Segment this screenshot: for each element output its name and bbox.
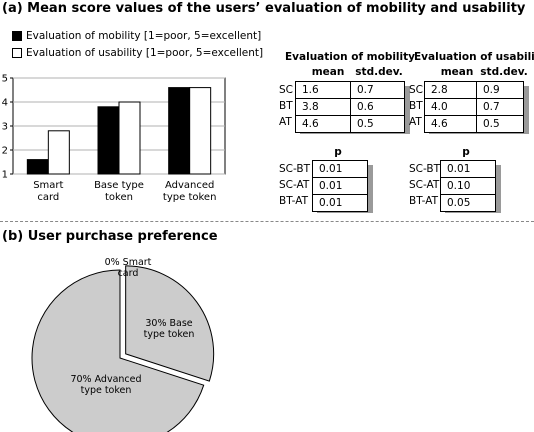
mobility-p-row-label: SC-AT <box>279 179 310 191</box>
mobility-table: 1.6 0.7 3.8 0.6 4.6 0.5 <box>295 81 405 133</box>
legend-swatch-usability <box>12 48 22 58</box>
table-row: 4.6 0.5 <box>424 115 524 133</box>
usability-row-label: BT <box>409 100 423 112</box>
table-cell: 0.7 <box>476 98 524 116</box>
legend-item-usability: Evaluation of usability [1=poor, 5=excel… <box>12 47 263 59</box>
usability-table: 2.8 0.9 4.0 0.7 4.6 0.5 <box>424 81 524 133</box>
mobility-table-title: Evaluation of mobility <box>285 51 415 63</box>
section-a-title: (a) Mean score values of the users’ eval… <box>2 1 526 16</box>
table-row: 0.10 <box>440 177 496 195</box>
y-tick-label: 2 <box>2 146 8 157</box>
usability-p-header: p <box>462 146 470 158</box>
usability-col-mean: mean <box>440 66 474 78</box>
table-row: 4.0 0.7 <box>424 98 524 116</box>
usability-p-row-label: SC-BT <box>409 163 441 175</box>
table-cell: 0.01 <box>440 160 496 178</box>
table-row: 0.01 <box>312 160 368 178</box>
x-tick-label: token <box>105 192 133 203</box>
table-row: 3.8 0.6 <box>295 98 405 116</box>
mobility-p-row-label: SC-BT <box>279 163 311 175</box>
mobility-col-sd: std.dev. <box>355 66 403 78</box>
mobility-row-label: SC <box>279 84 293 96</box>
legend-label-mobility: Evaluation of mobility [1=poor, 5=excell… <box>26 30 262 42</box>
x-tick-label: type token <box>163 192 216 203</box>
table-cell: 0.01 <box>312 177 368 195</box>
legend-label-usability: Evaluation of usability [1=poor, 5=excel… <box>26 47 264 59</box>
table-cell: 4.0 <box>424 98 477 116</box>
pie-slice <box>31 269 205 432</box>
usability-p-row-label: BT-AT <box>409 195 438 207</box>
mobility-p-row-label: BT-AT <box>279 195 308 207</box>
usability-row-label: AT <box>409 116 422 128</box>
table-cell: 0.05 <box>440 194 496 212</box>
y-tick-label: 4 <box>2 98 8 109</box>
usability-row-label: SC <box>409 84 423 96</box>
y-tick-label: 3 <box>2 122 8 133</box>
table-row: 2.8 0.9 <box>424 81 524 99</box>
mobility-p-header: p <box>334 146 342 158</box>
x-tick-label: Smart <box>33 180 63 191</box>
usability-col-sd: std.dev. <box>480 66 528 78</box>
pie-label: card <box>118 268 139 279</box>
mobility-col-mean: mean <box>311 66 345 78</box>
pie-label: 0% Smart <box>105 257 152 268</box>
bar-usability <box>47 130 70 175</box>
pie-label: 30% Base <box>145 318 192 329</box>
pie-label: type token <box>81 385 132 396</box>
table-cell: 0.5 <box>476 115 524 133</box>
bar-mobility <box>97 106 120 175</box>
x-tick-label: card <box>37 192 59 203</box>
table-cell: 0.7 <box>350 81 405 99</box>
table-row: 0.05 <box>440 194 496 212</box>
pie-slice <box>125 265 215 382</box>
legend-swatch-mobility <box>12 31 22 41</box>
section-b-title: (b) User purchase preference <box>2 229 218 244</box>
y-tick-label: 5 <box>2 74 8 85</box>
table-row: 0.01 <box>440 160 496 178</box>
mobility-row-label: BT <box>279 100 293 112</box>
table-cell: 4.6 <box>295 115 351 133</box>
table-cell: 0.01 <box>312 160 368 178</box>
table-cell: 1.6 <box>295 81 351 99</box>
usability-p-table: 0.01 0.10 0.05 <box>440 160 496 212</box>
table-cell: 2.8 <box>424 81 477 99</box>
x-tick-label: Base type <box>94 180 144 191</box>
x-tick-label: Advanced <box>165 180 214 191</box>
legend-item-mobility: Evaluation of mobility [1=poor, 5=excell… <box>12 30 261 42</box>
pie-label: type token <box>144 329 195 340</box>
table-cell: 0.9 <box>476 81 524 99</box>
table-cell: 0.5 <box>350 115 405 133</box>
table-row: 1.6 0.7 <box>295 81 405 99</box>
table-cell: 4.6 <box>424 115 477 133</box>
section-divider <box>0 221 534 222</box>
table-row: 0.01 <box>312 194 368 212</box>
bar-mobility <box>26 159 49 175</box>
table-row: 0.01 <box>312 177 368 195</box>
table-cell: 0.01 <box>312 194 368 212</box>
bar-usability <box>118 101 141 175</box>
usability-p-row-label: SC-AT <box>409 179 440 191</box>
table-cell: 0.10 <box>440 177 496 195</box>
y-tick-label: 1 <box>2 170 8 181</box>
table-cell: 3.8 <box>295 98 351 116</box>
bar-usability <box>189 87 212 175</box>
table-cell: 0.6 <box>350 98 405 116</box>
mobility-row-label: AT <box>279 116 292 128</box>
bar-mobility <box>168 87 191 175</box>
table-row: 4.6 0.5 <box>295 115 405 133</box>
usability-table-title: Evaluation of usability <box>414 51 534 63</box>
mobility-p-table: 0.01 0.01 0.01 <box>312 160 368 212</box>
pie-label: 70% Advanced <box>70 374 141 385</box>
